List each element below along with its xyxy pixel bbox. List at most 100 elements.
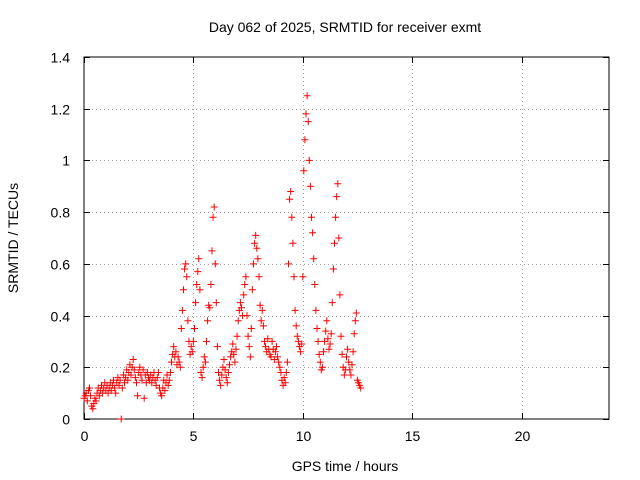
data-point xyxy=(118,384,126,392)
data-point xyxy=(217,381,225,389)
data-point xyxy=(301,136,309,144)
data-point xyxy=(255,273,263,281)
data-point xyxy=(130,366,138,374)
data-point xyxy=(320,348,327,356)
data-point xyxy=(259,322,267,330)
data-point xyxy=(271,348,279,356)
data-point xyxy=(206,304,214,312)
data-point xyxy=(211,260,219,268)
data-point xyxy=(275,358,283,366)
data-point xyxy=(188,348,196,356)
data-point xyxy=(254,255,262,263)
data-point xyxy=(191,325,198,332)
data-point xyxy=(223,379,231,387)
data-point xyxy=(201,358,209,366)
data-point xyxy=(346,366,354,374)
data-point xyxy=(306,182,314,190)
data-point xyxy=(89,405,97,413)
data-point xyxy=(311,281,319,288)
data-point xyxy=(176,363,184,371)
data-point xyxy=(117,415,125,423)
data-point xyxy=(87,392,95,400)
data-point xyxy=(276,363,284,371)
data-point xyxy=(212,299,220,307)
data-point xyxy=(280,374,288,382)
data-point xyxy=(268,337,276,345)
data-point xyxy=(129,356,137,363)
data-point xyxy=(175,358,183,366)
y-axis-title: SRMTID / TECUs xyxy=(5,183,21,293)
data-point xyxy=(165,376,173,384)
data-point xyxy=(292,322,300,330)
data-point xyxy=(233,332,241,340)
data-point xyxy=(343,353,350,361)
data-point xyxy=(189,337,197,345)
data-point xyxy=(256,301,264,309)
data-point xyxy=(133,379,140,387)
data-point xyxy=(338,350,346,358)
x-tick-label: 15 xyxy=(405,428,421,444)
data-point xyxy=(247,325,255,332)
data-point xyxy=(138,376,146,384)
data-point xyxy=(288,213,296,221)
y-tick-label: 0.8 xyxy=(51,205,71,221)
data-point xyxy=(297,348,305,356)
data-point xyxy=(305,156,313,164)
data-point xyxy=(166,369,174,376)
x-axis-title: GPS time / hours xyxy=(292,458,399,474)
data-point xyxy=(293,332,301,340)
data-point xyxy=(177,325,185,332)
data-point xyxy=(312,306,320,314)
data-point xyxy=(349,348,357,356)
data-point xyxy=(194,268,202,276)
data-point xyxy=(314,337,322,345)
data-point xyxy=(127,371,135,379)
data-point xyxy=(229,340,237,348)
data-point xyxy=(193,281,201,288)
data-point xyxy=(111,384,119,392)
data-point xyxy=(335,234,343,242)
data-point xyxy=(291,306,299,314)
data-point xyxy=(112,389,120,397)
data-point xyxy=(170,343,178,351)
data-point xyxy=(315,350,323,358)
data-point xyxy=(183,273,191,281)
data-point xyxy=(158,392,166,400)
data-point xyxy=(222,374,230,382)
data-point xyxy=(230,350,238,358)
data-point xyxy=(348,361,356,369)
data-point xyxy=(300,167,308,175)
data-point xyxy=(220,356,228,363)
data-point xyxy=(289,239,297,247)
data-point xyxy=(203,337,210,345)
data-point xyxy=(181,265,189,273)
data-point xyxy=(210,203,218,211)
data-point xyxy=(232,345,240,353)
data-point xyxy=(281,379,289,387)
data-point xyxy=(139,366,147,374)
y-tick-label: 1.2 xyxy=(51,102,71,118)
data-point xyxy=(207,281,215,288)
data-point xyxy=(257,317,265,325)
data-point xyxy=(253,244,261,252)
data-point xyxy=(134,392,142,400)
data-point xyxy=(124,376,132,384)
data-point xyxy=(351,317,359,325)
data-point xyxy=(322,327,330,335)
data-point xyxy=(323,317,331,325)
data-point xyxy=(347,371,355,379)
data-point xyxy=(240,291,248,299)
data-point xyxy=(216,376,224,384)
data-point xyxy=(168,358,175,366)
data-point xyxy=(116,376,124,384)
data-point xyxy=(303,92,311,100)
plot-frame xyxy=(83,56,610,420)
data-point xyxy=(161,387,169,395)
data-point xyxy=(241,281,249,288)
data-point xyxy=(208,247,216,255)
data-point xyxy=(287,188,295,195)
data-point xyxy=(325,345,333,353)
data-point xyxy=(316,358,324,366)
data-point xyxy=(246,353,254,361)
